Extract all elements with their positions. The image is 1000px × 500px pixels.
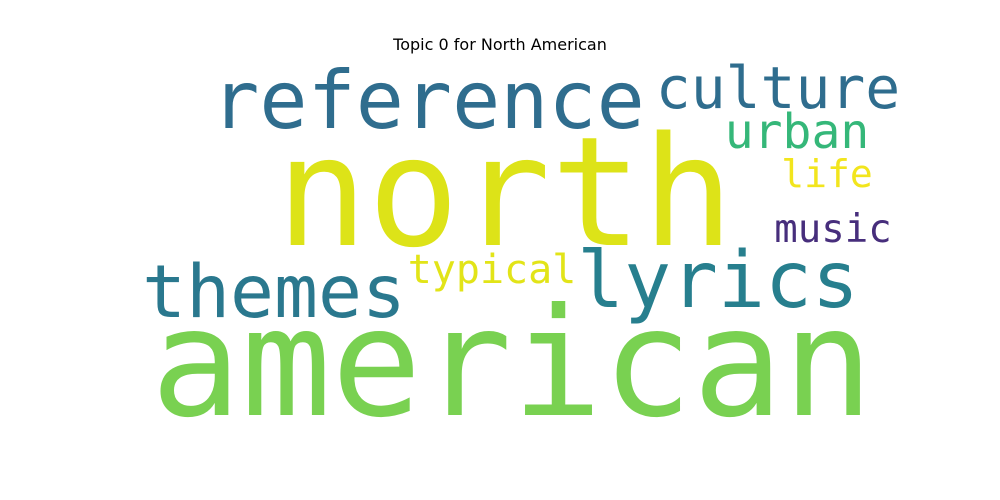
word-life: life bbox=[781, 152, 873, 196]
word-music: music bbox=[774, 207, 891, 252]
word-lyrics: lyrics bbox=[577, 236, 859, 326]
word-reference: reference bbox=[211, 54, 644, 147]
word-typical: typical bbox=[408, 247, 577, 293]
word-culture: culture bbox=[656, 54, 900, 122]
word-american: american bbox=[151, 277, 873, 451]
word-themes: themes bbox=[142, 250, 406, 335]
figure-title: Topic 0 for North American bbox=[393, 35, 607, 54]
word-north: north bbox=[276, 104, 734, 281]
word-urban: urban bbox=[725, 104, 870, 160]
